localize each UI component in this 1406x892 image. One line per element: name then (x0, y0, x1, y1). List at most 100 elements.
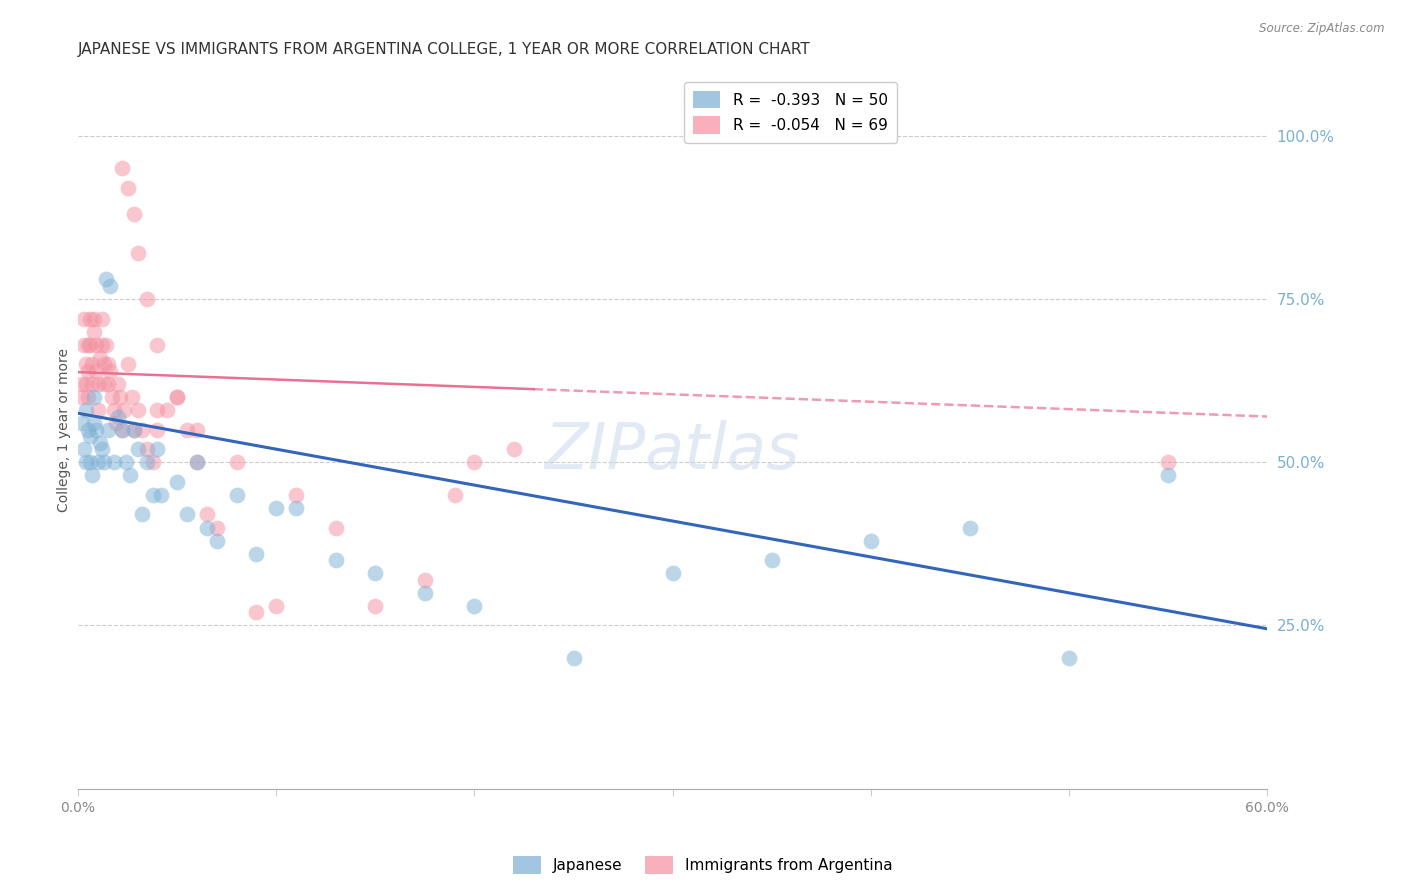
Text: JAPANESE VS IMMIGRANTS FROM ARGENTINA COLLEGE, 1 YEAR OR MORE CORRELATION CHART: JAPANESE VS IMMIGRANTS FROM ARGENTINA CO… (79, 42, 811, 57)
Point (118, 468, 141, 483)
Point (103, 455, 125, 469)
Point (79, 455, 101, 469)
Point (80, 468, 103, 483)
Point (166, 390, 188, 404)
Point (136, 292, 159, 306)
Point (127, 442, 149, 457)
Point (562, 651, 585, 665)
Legend: R =  -0.393   N = 50, R =  -0.054   N = 69: R = -0.393 N = 50, R = -0.054 N = 69 (683, 82, 897, 143)
Point (142, 455, 165, 469)
Point (142, 488, 165, 502)
Point (90, 311, 112, 326)
Point (111, 161, 134, 176)
Point (70, 390, 93, 404)
Point (73, 442, 96, 457)
Point (114, 455, 136, 469)
Point (127, 246, 149, 260)
Point (97, 376, 120, 391)
Point (104, 416, 127, 430)
Point (97, 357, 120, 371)
Point (90, 337, 112, 351)
Point (127, 403, 149, 417)
Point (761, 553, 783, 567)
Point (107, 409, 129, 424)
Point (89, 351, 111, 365)
Point (443, 488, 465, 502)
Point (176, 423, 198, 437)
Point (413, 586, 436, 600)
Point (285, 500, 308, 515)
Point (103, 403, 125, 417)
Point (1157, 455, 1180, 469)
Point (77, 337, 100, 351)
Point (79, 429, 101, 443)
Point (136, 442, 159, 457)
Point (83, 416, 105, 430)
Point (364, 566, 387, 581)
Point (93, 376, 115, 391)
Legend: Japanese, Immigrants from Argentina: Japanese, Immigrants from Argentina (508, 850, 898, 880)
Point (75, 455, 97, 469)
Point (87, 455, 110, 469)
Point (111, 423, 134, 437)
Point (146, 403, 169, 417)
Point (463, 599, 485, 613)
Point (150, 488, 173, 502)
Point (503, 442, 526, 457)
Point (107, 376, 129, 391)
Point (205, 533, 228, 548)
Point (89, 435, 111, 450)
Y-axis label: College, 1 year or more: College, 1 year or more (58, 348, 72, 512)
Point (77, 390, 100, 404)
Point (80, 357, 103, 371)
Point (225, 455, 247, 469)
Point (1157, 468, 1180, 483)
Point (146, 423, 169, 437)
Point (156, 403, 179, 417)
Point (166, 390, 188, 404)
Point (93, 357, 115, 371)
Text: Source: ZipAtlas.com: Source: ZipAtlas.com (1260, 22, 1385, 36)
Point (77, 364, 100, 378)
Point (84, 337, 107, 351)
Point (176, 508, 198, 522)
Point (83, 325, 105, 339)
Point (264, 599, 287, 613)
Point (205, 520, 228, 534)
Point (77, 423, 100, 437)
Point (73, 311, 96, 326)
Point (186, 423, 208, 437)
Point (87, 403, 110, 417)
Point (122, 423, 145, 437)
Point (93, 455, 115, 469)
Point (84, 423, 107, 437)
Point (75, 357, 97, 371)
Point (90, 442, 112, 457)
Point (79, 311, 101, 326)
Point (111, 423, 134, 437)
Point (94, 272, 117, 286)
Point (186, 455, 208, 469)
Text: ZIPatlas: ZIPatlas (546, 420, 800, 483)
Point (285, 488, 308, 502)
Point (70, 376, 93, 391)
Point (98, 279, 121, 293)
Point (79, 337, 101, 351)
Point (186, 455, 208, 469)
Point (83, 311, 105, 326)
Point (112, 403, 135, 417)
Point (225, 488, 247, 502)
Point (146, 442, 169, 457)
Point (122, 423, 145, 437)
Point (97, 423, 120, 437)
Point (101, 390, 124, 404)
Point (73, 337, 96, 351)
Point (859, 533, 882, 548)
Point (413, 573, 436, 587)
Point (264, 500, 287, 515)
Point (146, 337, 169, 351)
Point (87, 376, 110, 391)
Point (195, 520, 218, 534)
Point (463, 455, 485, 469)
Point (166, 475, 188, 489)
